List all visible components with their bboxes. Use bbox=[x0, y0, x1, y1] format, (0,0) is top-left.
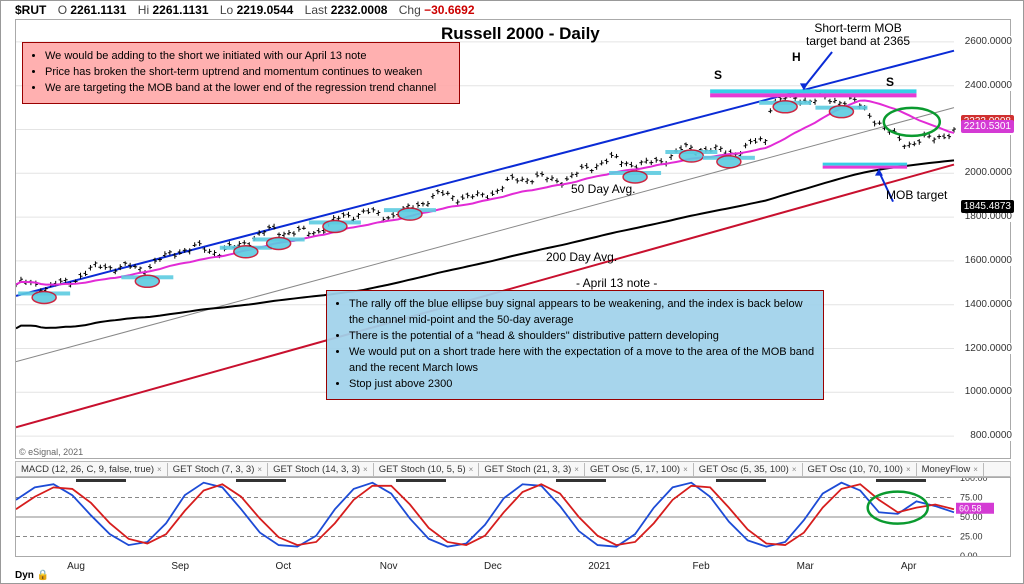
x-tick: Feb bbox=[692, 561, 709, 572]
last-label: Last bbox=[305, 3, 328, 17]
x-tick: 2021 bbox=[588, 561, 610, 572]
red-bullet: Price has broken the short-term uptrend … bbox=[45, 65, 451, 81]
y-tick: 1200.0000 bbox=[965, 343, 1012, 354]
low-value: 2219.0544 bbox=[237, 3, 294, 17]
x-tick: Nov bbox=[380, 561, 398, 572]
chart-page: $RUT O 2261.1131 Hi 2261.1131 Lo 2219.05… bbox=[0, 0, 1024, 584]
open-label: O bbox=[58, 3, 67, 17]
mob-lower-label: MOB target bbox=[886, 188, 947, 202]
low-label: Lo bbox=[220, 3, 233, 17]
indicator-tab[interactable]: GET Osc (5, 35, 100)× bbox=[694, 463, 803, 476]
sh-s1: S bbox=[714, 68, 722, 82]
indicator-tab[interactable]: MoneyFlow× bbox=[917, 463, 984, 476]
red-bullet: We are targeting the MOB band at the low… bbox=[45, 81, 451, 97]
chart-title: Russell 2000 - Daily bbox=[441, 24, 600, 44]
y-tick: 1000.0000 bbox=[965, 386, 1012, 397]
y-tick: 800.0000 bbox=[970, 430, 1012, 441]
close-icon[interactable]: × bbox=[257, 465, 262, 474]
indicator-tab[interactable]: GET Stoch (10, 5, 5)× bbox=[374, 463, 480, 476]
indicator-tab[interactable]: GET Stoch (21, 3, 3)× bbox=[479, 463, 585, 476]
open-value: 2261.1131 bbox=[70, 3, 126, 17]
blue-bullet: The rally off the blue ellipse buy signa… bbox=[349, 297, 815, 329]
close-icon[interactable]: × bbox=[363, 465, 368, 474]
close-icon[interactable]: × bbox=[574, 465, 579, 474]
x-tick: Dec bbox=[484, 561, 502, 572]
x-tick: Sep bbox=[171, 561, 189, 572]
close-icon[interactable]: × bbox=[973, 465, 978, 474]
close-icon[interactable]: × bbox=[906, 465, 911, 474]
indicator-tabs: MACD (12, 26, C, 9, false, true)×GET Sto… bbox=[15, 461, 1011, 477]
y-tick: 2000.0000 bbox=[965, 167, 1012, 178]
close-icon[interactable]: × bbox=[157, 465, 162, 474]
note-blue: The rally off the blue ellipse buy signa… bbox=[326, 290, 824, 400]
chg-label: Chg bbox=[399, 3, 421, 17]
oscillator-svg: 0.0025.0050.0075.00100.0060.58 bbox=[16, 478, 1010, 556]
y-tick: 1600.0000 bbox=[965, 255, 1012, 266]
indicator-tab[interactable]: GET Osc (5, 17, 100)× bbox=[585, 463, 694, 476]
copyright: © eSignal, 2021 bbox=[19, 447, 83, 457]
x-tick: Apr bbox=[901, 561, 917, 572]
high-value: 2261.1131 bbox=[152, 3, 208, 17]
price-badge: 1845.4873 bbox=[961, 200, 1014, 213]
ma50-label: 50 Day Avg. bbox=[571, 182, 636, 196]
symbol: $RUT bbox=[15, 3, 46, 17]
y-tick: 2600.0000 bbox=[965, 36, 1012, 47]
x-tick: Aug bbox=[67, 561, 85, 572]
y-tick: 1400.0000 bbox=[965, 299, 1012, 310]
indicator-tab[interactable]: MACD (12, 26, C, 9, false, true)× bbox=[16, 463, 168, 476]
svg-text:75.00: 75.00 bbox=[960, 493, 983, 503]
chg-value: −30.6692 bbox=[424, 3, 474, 17]
note-red: We would be adding to the short we initi… bbox=[22, 42, 460, 104]
blue-bullet: We would put on a short trade here with … bbox=[349, 345, 815, 377]
y-tick: 2400.0000 bbox=[965, 80, 1012, 91]
x-axis: Aug Sep Oct Nov Dec 2021 Feb Mar Apr bbox=[15, 561, 953, 575]
indicator-tab[interactable]: GET Stoch (14, 3, 3)× bbox=[268, 463, 374, 476]
blue-bullet: Stop just above 2300 bbox=[349, 377, 815, 393]
red-bullet: We would be adding to the short we initi… bbox=[45, 49, 451, 65]
svg-text:25.00: 25.00 bbox=[960, 532, 983, 542]
price-chart[interactable]: Russell 2000 - Daily We would be adding … bbox=[15, 19, 1011, 459]
close-icon[interactable]: × bbox=[683, 465, 688, 474]
y-axis: 800.0000 1000.0000 1200.0000 1400.0000 1600.… bbox=[957, 20, 1012, 458]
blue-bullet: There is the potential of a "head & shou… bbox=[349, 329, 815, 345]
indicator-tab[interactable]: GET Osc (10, 70, 100)× bbox=[803, 463, 917, 476]
april13-label: - April 13 note - bbox=[576, 276, 657, 290]
corner-label: Dyn 🔒 bbox=[15, 570, 49, 581]
last-value: 2232.0008 bbox=[331, 3, 388, 17]
close-icon[interactable]: × bbox=[469, 465, 474, 474]
close-icon[interactable]: × bbox=[792, 465, 797, 474]
price-badge: 2210.5301 bbox=[961, 120, 1014, 133]
sh-s2: S bbox=[886, 75, 894, 89]
mob-upper-label: Short-term MOBtarget band at 2365 bbox=[806, 22, 910, 48]
oscillator-panel[interactable]: 0.0025.0050.0075.00100.0060.58 bbox=[15, 477, 1011, 557]
high-label: Hi bbox=[138, 3, 149, 17]
x-tick: Mar bbox=[797, 561, 814, 572]
x-tick: Oct bbox=[276, 561, 292, 572]
svg-text:100.00: 100.00 bbox=[960, 478, 988, 483]
quote-bar: $RUT O 2261.1131 Hi 2261.1131 Lo 2219.05… bbox=[15, 3, 475, 17]
svg-text:60.58: 60.58 bbox=[959, 504, 982, 514]
sh-h: H bbox=[792, 50, 801, 64]
ma200-label: 200 Day Avg. bbox=[546, 250, 617, 264]
svg-text:0.00: 0.00 bbox=[960, 551, 978, 556]
indicator-tab[interactable]: GET Stoch (7, 3, 3)× bbox=[168, 463, 268, 476]
